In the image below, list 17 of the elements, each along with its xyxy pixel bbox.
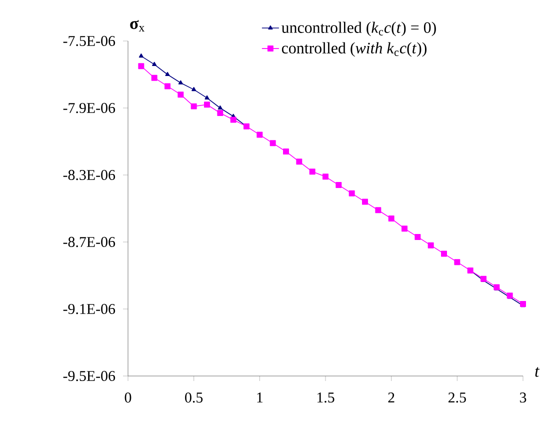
y-axis-title: σ$_{x}$ — [130, 20, 145, 32]
x-tick-label: 1.5 — [317, 392, 334, 403]
y-tick-label: -9.1E-06 — [63, 304, 116, 314]
x-tick-label: 2 — [388, 392, 394, 402]
x-tick-label: 0 — [124, 392, 132, 403]
x-tick-label: 2.5 — [448, 392, 466, 403]
x-tick-label: 3 — [520, 392, 526, 403]
legend-label: controlled (with k$_{c}$c(t)) — [282, 42, 427, 57]
y-tick-label: -8.3E-06 — [63, 170, 116, 180]
x-axis-title: t — [535, 367, 540, 377]
y-tick-label: -7.9E-06 — [63, 102, 116, 114]
x-tick-label: 1 — [257, 392, 263, 402]
y-tick-label: -8.7E-06 — [63, 236, 116, 248]
legend-label: uncontrolled (k$_{c}$c(t) = 0) — [282, 22, 436, 36]
y-tick-label: -9.5E-06 — [63, 370, 116, 382]
y-tick-label: -7.5E-06 — [63, 36, 116, 46]
x-tick-label: 0.5 — [185, 392, 203, 403]
